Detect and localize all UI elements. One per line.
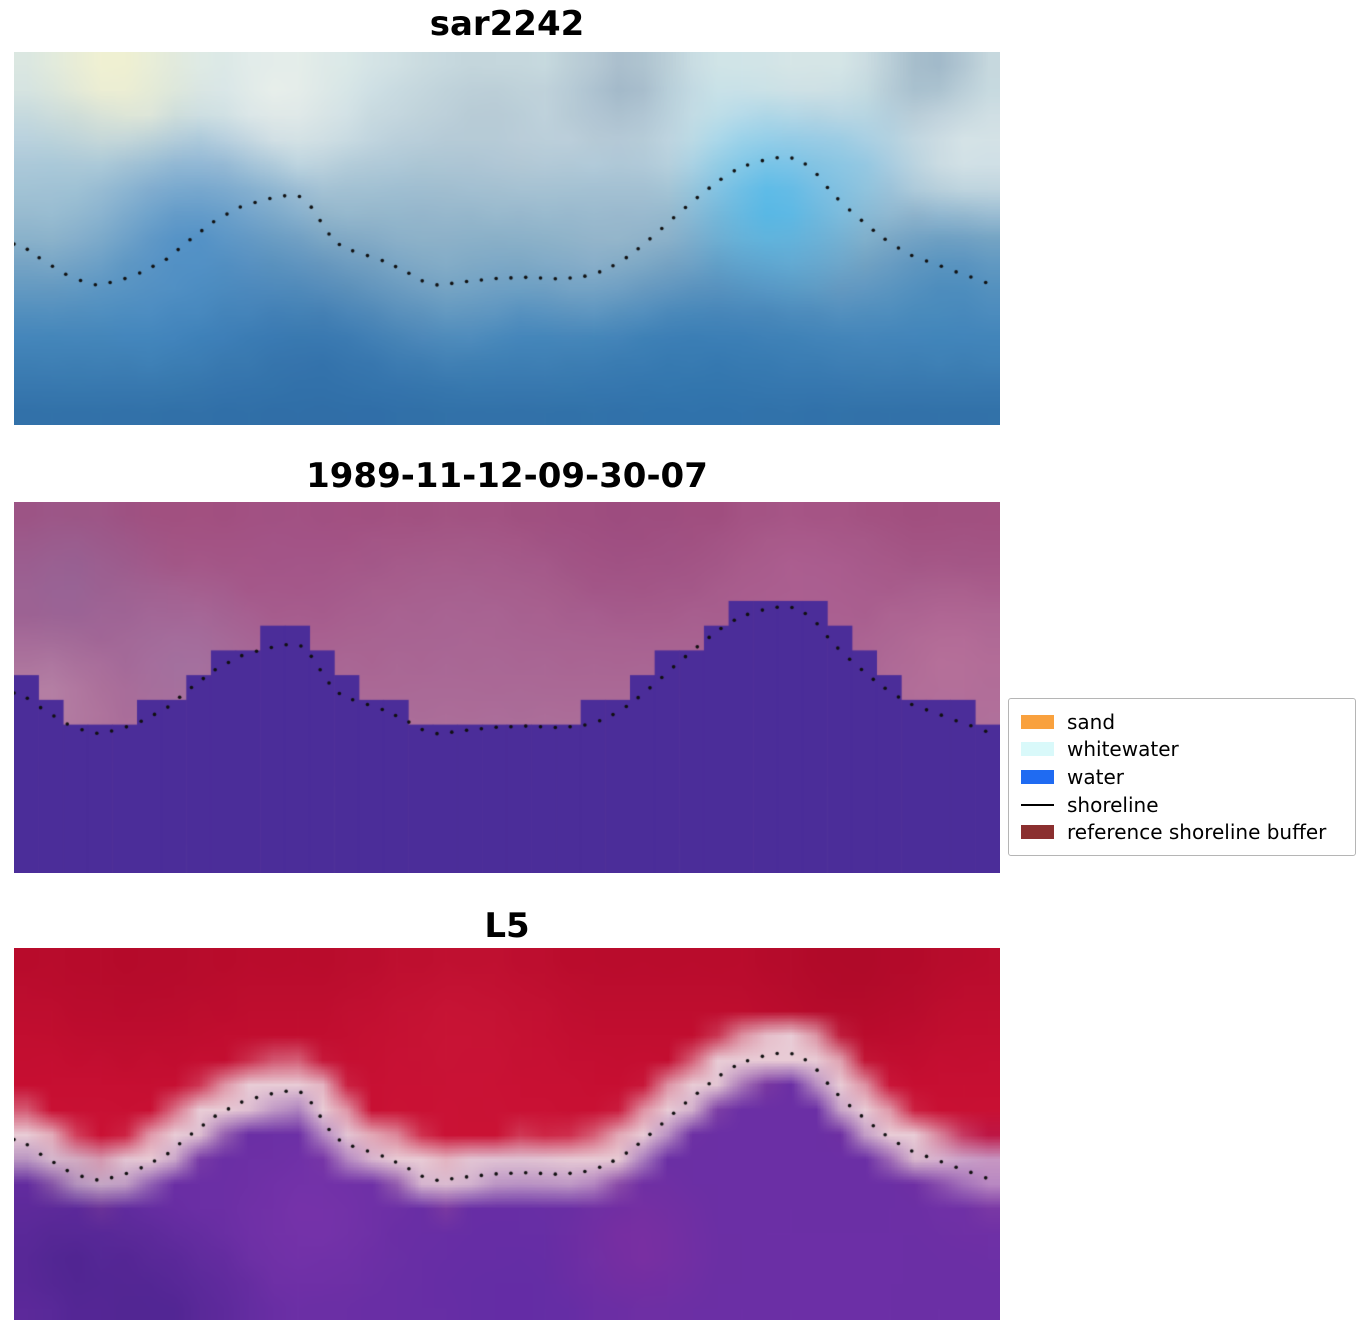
panel-title-date: 1989-11-12-09-30-07 — [306, 456, 708, 496]
shoreline-line-icon — [1021, 803, 1054, 806]
legend-item-shoreline: shoreline — [1021, 791, 1343, 819]
legend-label-whitewater: whitewater — [1067, 737, 1179, 762]
panel-image-sar2242 — [14, 52, 1000, 425]
panel-image-classified — [14, 502, 1000, 873]
legend-label-sand: sand — [1067, 709, 1116, 734]
legend-label-shoreline: shoreline — [1067, 792, 1159, 817]
legend: sand whitewater water shoreline referenc… — [1008, 698, 1356, 856]
panel-title-sar2242: sar2242 — [429, 4, 585, 44]
legend-label-water: water — [1067, 764, 1124, 789]
legend-item-sand: sand — [1021, 708, 1343, 736]
legend-item-whitewater: whitewater — [1021, 736, 1343, 764]
legend-label-reference-buffer: reference shoreline buffer — [1067, 820, 1327, 845]
panel-title-l5: L5 — [484, 906, 530, 946]
legend-item-reference-buffer: reference shoreline buffer — [1021, 818, 1343, 846]
legend-item-water: water — [1021, 763, 1343, 791]
sand-swatch-icon — [1021, 714, 1054, 729]
whitewater-swatch-icon — [1021, 742, 1054, 757]
water-swatch-icon — [1021, 769, 1054, 784]
buffer-swatch-icon — [1021, 825, 1054, 840]
panel-image-l5 — [14, 948, 1000, 1320]
